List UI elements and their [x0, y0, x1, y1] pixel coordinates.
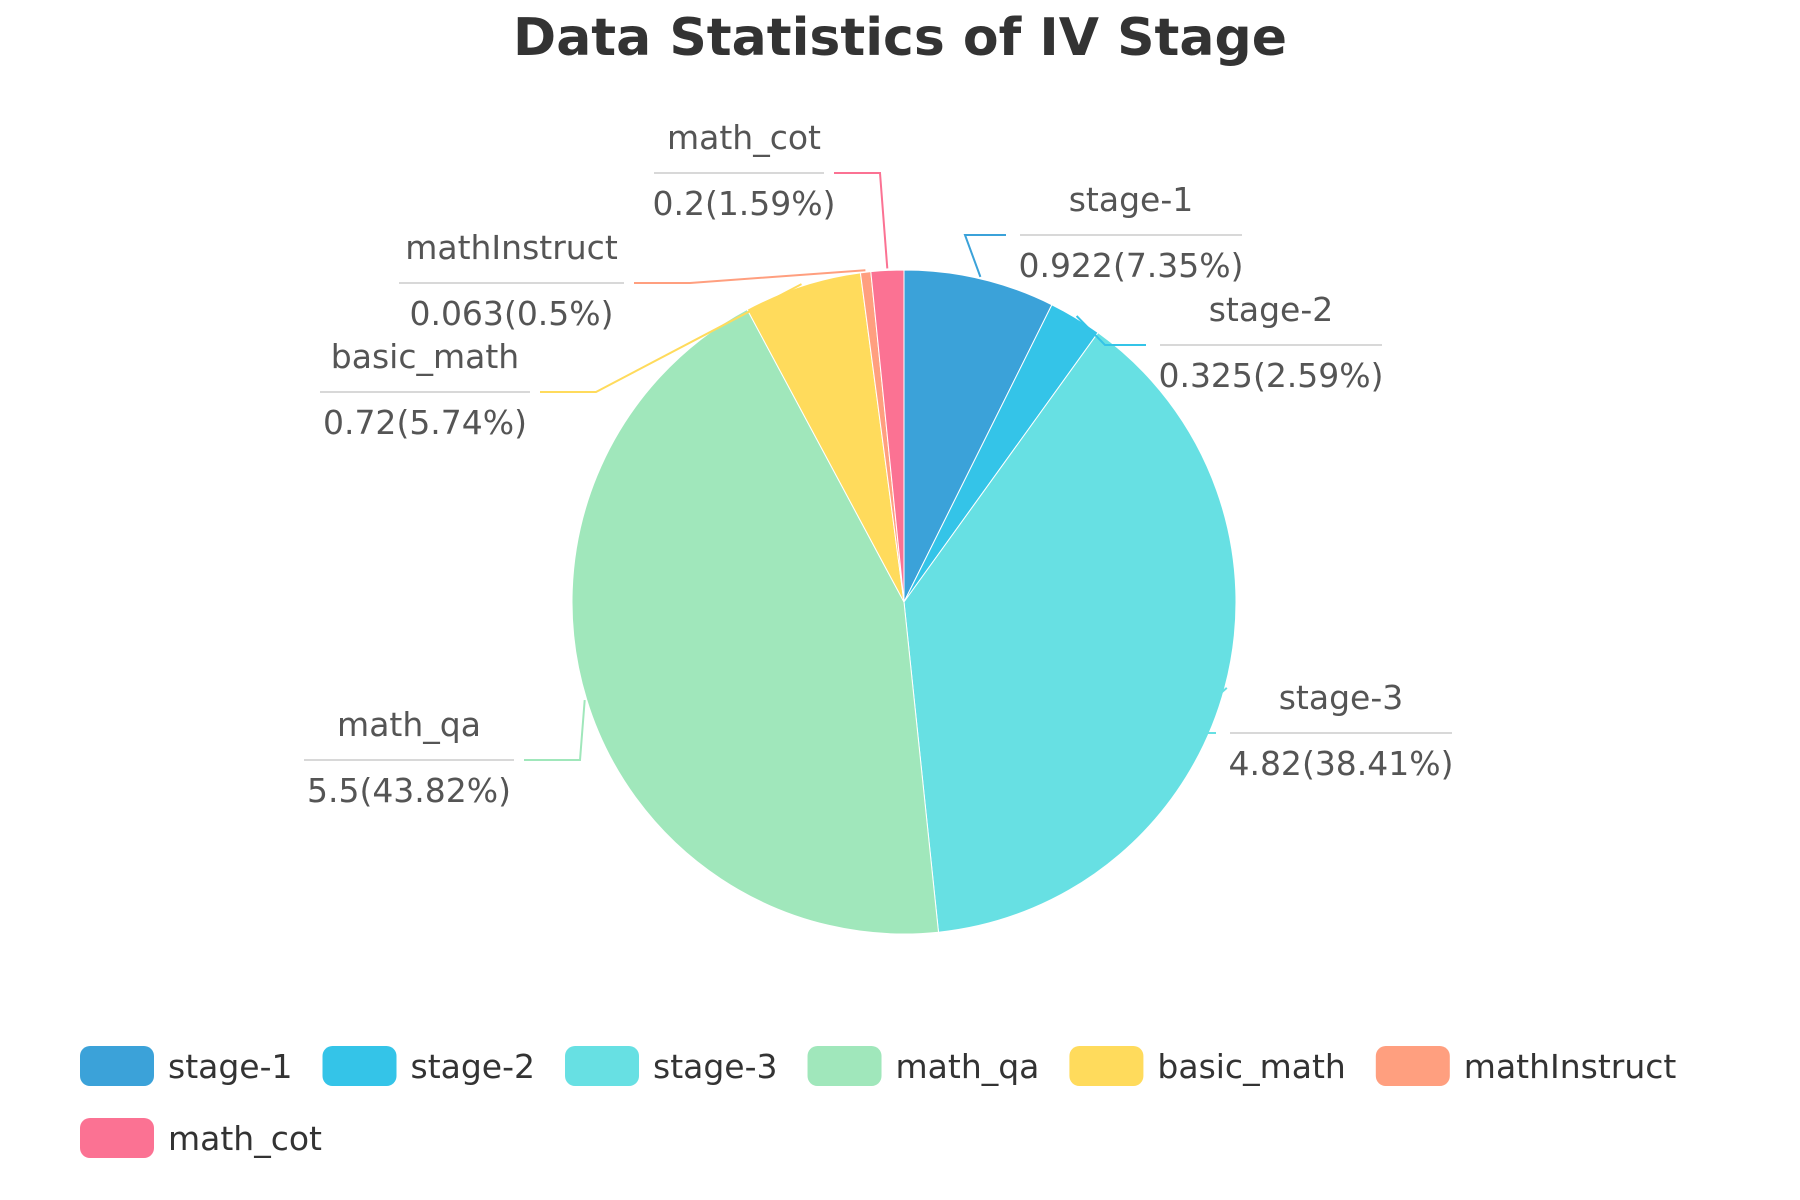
- labels-layer: stage-10.922(7.35%)stage-20.325(2.59%)st…: [304, 118, 1454, 810]
- legend-swatch: [322, 1046, 397, 1086]
- paren-open: (: [504, 294, 517, 333]
- leader-line-stage-3: [1172, 687, 1228, 734]
- legend-swatch: [80, 1046, 154, 1086]
- slice-label-name-stage-2: stage-2: [1209, 290, 1334, 329]
- slice-label-name-mathinstruct: mathInstruct: [405, 228, 618, 267]
- paren-open: (: [1253, 356, 1266, 395]
- leader-line-math-cot: [834, 172, 889, 269]
- legend-swatch: [80, 1118, 154, 1158]
- legend-item-basic-math[interactable]: basic_math: [1069, 1046, 1346, 1086]
- slice-label-value-math-cot: 0.2(1.59%): [652, 184, 835, 223]
- paren-close: ): [1231, 246, 1244, 285]
- legend-item-math-qa[interactable]: math_qa: [807, 1046, 1040, 1086]
- slice-label-value-mathinstruct: 0.063(0.5%): [409, 294, 613, 333]
- legend-label: basic_math: [1157, 1047, 1345, 1086]
- slices-layer: [571, 269, 1237, 935]
- pie-slice-math-qa[interactable]: [571, 308, 940, 935]
- slice-label-value-stage-3: 4.82(38.41%): [1228, 744, 1453, 783]
- leader-line-stage-2: [1075, 315, 1146, 346]
- legend: stage-1 stage-2 stage-3 math_qa basic_math ma…: [80, 1046, 1676, 1158]
- slice-percent: 43.82%: [372, 771, 498, 810]
- legend-label: stage-1: [168, 1047, 293, 1086]
- slice-value: 5.5: [307, 771, 359, 810]
- slice-label-value-stage-2: 0.325(2.59%): [1158, 356, 1383, 395]
- slice-value: 0.063: [409, 294, 503, 333]
- slice-value: 0.325: [1158, 356, 1252, 395]
- pie-slice-stage-3[interactable]: [903, 331, 1237, 933]
- legend-swatch: [565, 1046, 640, 1086]
- leader-line-math-qa: [524, 700, 586, 761]
- leader-line-basic-math: [540, 283, 802, 393]
- slice-label-name-basic-math: basic_math: [331, 337, 519, 376]
- legend-swatch: [1069, 1046, 1144, 1086]
- slice-percent: 5.74%: [409, 403, 514, 442]
- paren-close: ): [498, 771, 511, 810]
- slice-percent: 0.5%: [517, 294, 601, 333]
- slice-percent: 1.59%: [718, 184, 823, 223]
- slice-label-value-math-qa: 5.5(43.82%): [307, 771, 511, 810]
- pie-slice-stage-1[interactable]: [903, 269, 1053, 603]
- paren-close: ): [1441, 744, 1454, 783]
- slice-percent: 7.35%: [1126, 246, 1231, 285]
- legend-item-mathinstruct[interactable]: mathInstruct: [1375, 1046, 1677, 1086]
- slice-label-value-stage-1: 0.922(7.35%): [1018, 246, 1243, 285]
- slice-value: 0.72: [323, 403, 396, 442]
- legend-label: stage-2: [411, 1047, 536, 1086]
- slice-label-value-basic-math: 0.72(5.74%): [323, 403, 527, 442]
- slice-label-name-stage-1: stage-1: [1069, 180, 1194, 219]
- paren-open: (: [1302, 744, 1315, 783]
- slice-value: 4.82: [1228, 744, 1301, 783]
- slice-value: 0.922: [1018, 246, 1112, 285]
- legend-label: stage-3: [653, 1047, 778, 1086]
- leader-line-stage-1: [963, 234, 1006, 278]
- legend-item-stage-1[interactable]: stage-1: [80, 1046, 293, 1086]
- legend-item-math-cot[interactable]: math_cot: [80, 1118, 322, 1158]
- legend-swatch: [1375, 1046, 1450, 1086]
- paren-close: ): [823, 184, 836, 223]
- slice-label-name-math-cot: math_cot: [667, 118, 821, 157]
- slice-percent: 38.41%: [1315, 744, 1441, 783]
- pie-slice-math-cot[interactable]: [870, 269, 905, 603]
- slice-percent: 2.59%: [1266, 356, 1371, 395]
- slice-value: 0.2: [652, 184, 704, 223]
- paren-open: (: [1113, 246, 1126, 285]
- slice-label-name-stage-3: stage-3: [1279, 678, 1404, 717]
- legend-swatch: [807, 1046, 882, 1086]
- paren-open: (: [359, 771, 372, 810]
- legend-label: math_cot: [168, 1119, 322, 1158]
- paren-open: (: [705, 184, 718, 223]
- chart-title: Data Statistics of IV Stage: [513, 8, 1287, 68]
- leader-line-mathinstruct: [634, 269, 866, 284]
- paren-close: ): [514, 403, 527, 442]
- paren-close: ): [1371, 356, 1384, 395]
- legend-label: math_qa: [896, 1047, 1040, 1086]
- legend-label: mathInstruct: [1464, 1047, 1677, 1086]
- legend-item-stage-2[interactable]: stage-2: [322, 1046, 536, 1086]
- paren-close: ): [601, 294, 614, 333]
- slice-label-name-math-qa: math_qa: [337, 705, 481, 744]
- legend-item-stage-3[interactable]: stage-3: [565, 1046, 778, 1086]
- paren-open: (: [396, 403, 409, 442]
